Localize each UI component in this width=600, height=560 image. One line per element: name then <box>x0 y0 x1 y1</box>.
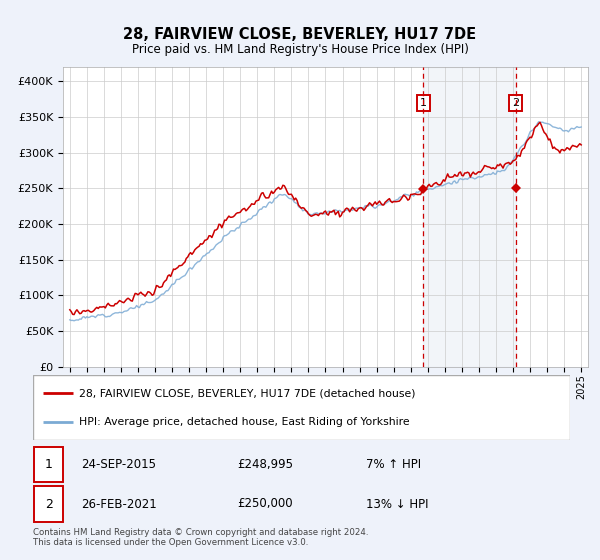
Text: 7% ↑ HPI: 7% ↑ HPI <box>366 458 421 472</box>
Text: Price paid vs. HM Land Registry's House Price Index (HPI): Price paid vs. HM Land Registry's House … <box>131 43 469 55</box>
FancyBboxPatch shape <box>34 447 63 482</box>
Text: 2: 2 <box>512 98 519 108</box>
Text: 28, FAIRVIEW CLOSE, BEVERLEY, HU17 7DE (detached house): 28, FAIRVIEW CLOSE, BEVERLEY, HU17 7DE (… <box>79 388 415 398</box>
Text: £248,995: £248,995 <box>237 458 293 472</box>
Text: 26-FEB-2021: 26-FEB-2021 <box>82 497 157 511</box>
Text: £250,000: £250,000 <box>237 497 293 511</box>
Bar <box>423 67 515 367</box>
Text: 24-SEP-2015: 24-SEP-2015 <box>82 458 157 472</box>
Text: 2: 2 <box>44 497 53 511</box>
Text: Contains HM Land Registry data © Crown copyright and database right 2024.
This d: Contains HM Land Registry data © Crown c… <box>33 528 368 547</box>
Text: 13% ↓ HPI: 13% ↓ HPI <box>366 497 428 511</box>
Text: 1: 1 <box>419 98 427 108</box>
FancyBboxPatch shape <box>33 375 570 440</box>
FancyBboxPatch shape <box>34 486 63 522</box>
Text: 1: 1 <box>44 458 53 472</box>
Text: 28, FAIRVIEW CLOSE, BEVERLEY, HU17 7DE: 28, FAIRVIEW CLOSE, BEVERLEY, HU17 7DE <box>124 27 476 42</box>
Text: HPI: Average price, detached house, East Riding of Yorkshire: HPI: Average price, detached house, East… <box>79 417 409 427</box>
